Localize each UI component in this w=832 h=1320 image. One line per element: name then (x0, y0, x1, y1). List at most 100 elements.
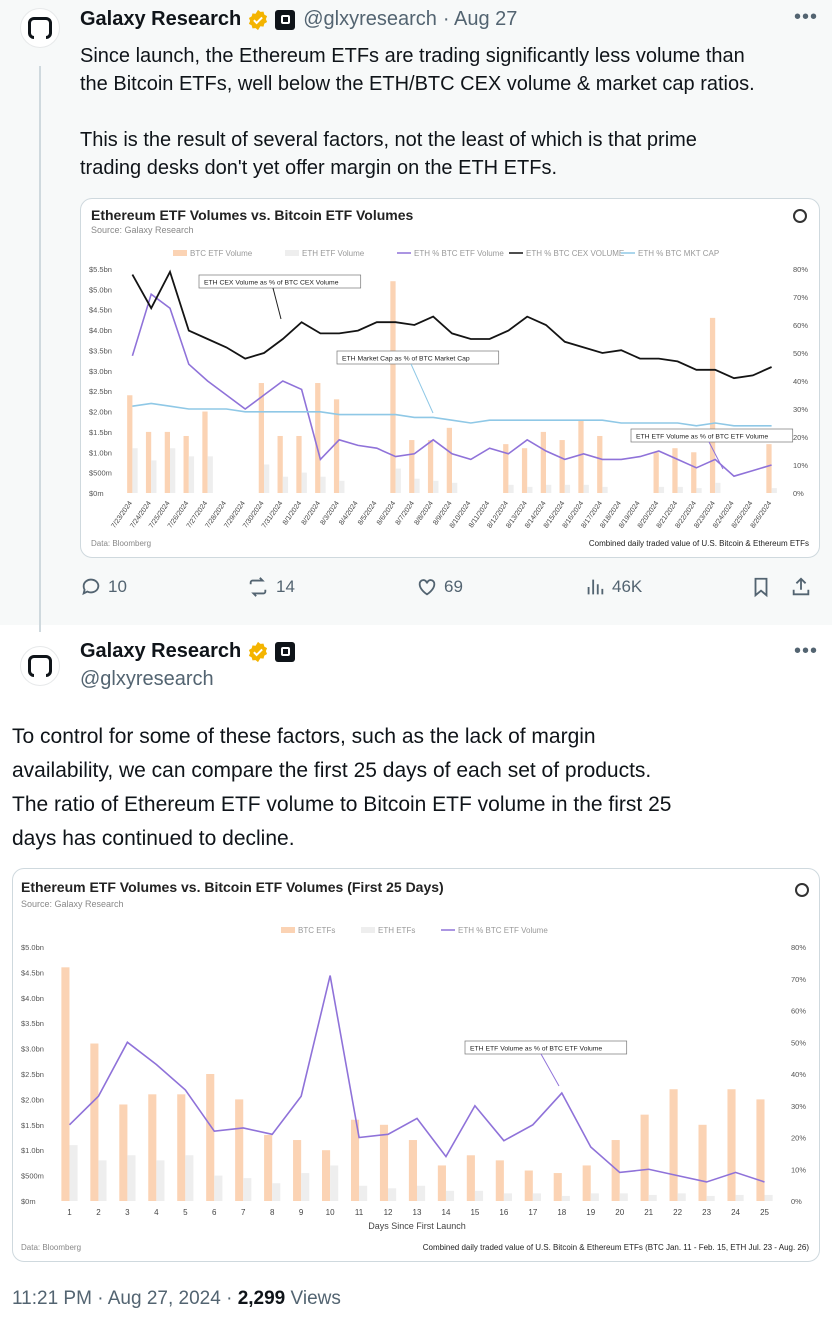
bar (766, 444, 772, 493)
author-name[interactable]: Galaxy Research (80, 8, 242, 30)
bar (437, 1165, 446, 1201)
chart-footnote: Combined daily traded value of U.S. Bitc… (422, 1243, 809, 1252)
tweet-time[interactable]: 11:21 PM · Aug 27, 2024 · (12, 1288, 238, 1309)
y-right-tick-label: 50% (793, 349, 808, 358)
bar (132, 448, 138, 493)
share-button[interactable] (790, 576, 818, 598)
bar (553, 1173, 562, 1201)
x-tick-label: 11 (355, 1208, 364, 1217)
bar (339, 480, 345, 493)
bar (185, 1155, 194, 1201)
bar (653, 452, 659, 493)
bar (611, 1140, 620, 1201)
bar (206, 1074, 215, 1201)
bar (619, 1193, 628, 1201)
x-tick-label: 17 (528, 1208, 537, 1217)
repost-button[interactable]: 14 (246, 576, 295, 598)
bar (202, 411, 208, 493)
bar (427, 440, 434, 493)
y-right-tick-label: 10% (791, 1165, 806, 1174)
bar (582, 1165, 591, 1201)
bar (293, 1140, 302, 1201)
bar (315, 383, 321, 493)
y-right-tick-label: 30% (793, 405, 808, 414)
y-right-tick-label: 10% (793, 461, 808, 470)
legend-swatch (285, 250, 299, 256)
bar (145, 431, 152, 493)
bar (119, 1104, 128, 1201)
legend-label: ETH ETFs (378, 926, 415, 935)
bar (264, 1134, 273, 1201)
y-left-tick-label: $1.5bn (89, 428, 112, 437)
chart-data-source: Data: Bloomberg (21, 1243, 82, 1252)
bookmark-button[interactable] (750, 576, 778, 598)
bar (98, 1160, 107, 1201)
bar (214, 1175, 223, 1201)
bar (417, 1185, 426, 1201)
annotation-box (464, 1040, 628, 1055)
annotation-arrow (708, 441, 724, 470)
affiliate-badge-icon (275, 641, 296, 662)
y-left-tick-label: $0m (21, 1197, 36, 1206)
legend-swatch (281, 927, 295, 933)
series-line (68, 975, 765, 1183)
views-button[interactable]: 46K (584, 576, 642, 598)
y-left-tick-label: $0m (89, 489, 104, 498)
thread-line (39, 66, 41, 632)
x-tick-label: 2 (96, 1208, 101, 1217)
avatar[interactable] (20, 646, 60, 686)
affiliate-badge-icon (275, 9, 296, 30)
x-tick-label: 9 (299, 1208, 304, 1217)
annotation-label: ETH ETF Volume as % of BTC ETF Volume (636, 434, 768, 441)
legend-label: ETH % BTC CEX VOLUME (526, 249, 624, 258)
y-right-tick-label: 50% (791, 1038, 806, 1047)
y-right-tick-label: 0% (793, 489, 804, 498)
legend-label: BTC ETF Volume (190, 249, 253, 258)
tweet-date[interactable]: · Aug 27 (442, 8, 518, 30)
bar (524, 1170, 533, 1201)
author-handle[interactable]: @glxyresearch (303, 8, 437, 30)
tweet-timestamp[interactable]: 11:21 PM · Aug 27, 2024 · 2,299 Views (12, 1288, 341, 1310)
bar (409, 440, 415, 493)
y-left-tick-label: $1.5bn (21, 1121, 44, 1130)
bar (764, 1194, 773, 1201)
bar (495, 1160, 504, 1201)
bar (170, 448, 176, 493)
more-options-icon[interactable]: ••• (794, 640, 819, 662)
avatar[interactable] (20, 8, 60, 48)
heart-icon (418, 579, 436, 596)
bar (301, 1173, 310, 1201)
galaxy-logo-icon (28, 655, 52, 677)
more-options-icon[interactable]: ••• (794, 6, 819, 28)
bar (590, 1193, 599, 1201)
chart-image-1[interactable]: Ethereum ETF Volumes vs. Bitcoin ETF Vol… (80, 198, 820, 558)
author-handle[interactable]: @glxyresearch (80, 668, 214, 690)
chart-image-2[interactable]: Ethereum ETF Volumes vs. Bitcoin ETF Vol… (12, 868, 820, 1262)
x-tick-label: 25 (760, 1208, 769, 1217)
legend-swatch (361, 927, 375, 933)
x-tick-label: 8 (270, 1208, 275, 1217)
tweet-text: To control for some of these factors, su… (12, 725, 672, 850)
bar (669, 1089, 678, 1201)
like-button[interactable]: 69 (416, 576, 463, 598)
bar (503, 1193, 512, 1201)
x-tick-label: 15 (470, 1208, 479, 1217)
bar (503, 444, 509, 493)
quoted-thread-tweet[interactable]: Galaxy Research @glxyresearch · Aug 27 •… (0, 0, 832, 632)
y-left-tick-label: $3.0bn (89, 367, 112, 376)
x-axis-label: Days Since First Launch (368, 1221, 466, 1231)
y-right-tick-label: 40% (793, 377, 808, 386)
bar (540, 431, 546, 493)
bar (446, 427, 452, 493)
y-left-tick-label: $3.5bn (89, 346, 112, 355)
bar (696, 488, 702, 493)
y-right-tick-label: 80% (791, 943, 806, 952)
annotation-box (198, 274, 362, 289)
bar (395, 468, 401, 493)
reply-button[interactable]: 10 (80, 576, 127, 598)
bar (264, 464, 270, 493)
annotation-label: ETH CEX Volume as % of BTC CEX Volume (204, 280, 339, 287)
y-left-tick-label: $2.5bn (89, 387, 112, 396)
bar (151, 460, 157, 493)
author-name[interactable]: Galaxy Research (80, 640, 242, 662)
